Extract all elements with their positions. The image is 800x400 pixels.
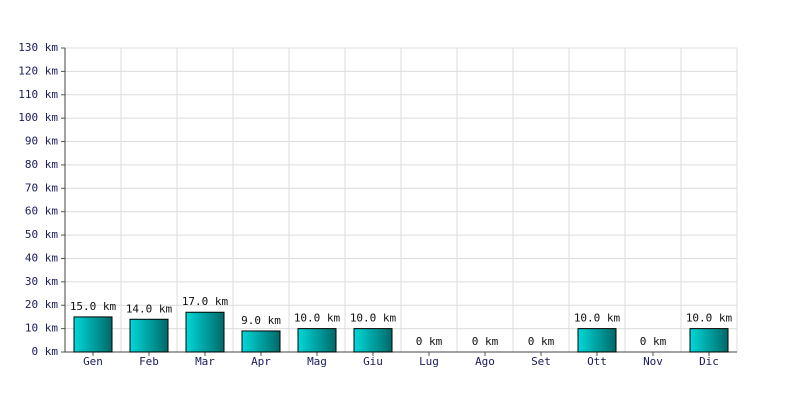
value-label: 9.0 km bbox=[241, 314, 281, 327]
value-label: 10.0 km bbox=[294, 312, 341, 325]
value-label: 0 km bbox=[472, 335, 499, 348]
value-label: 14.0 km bbox=[126, 302, 173, 315]
y-tick-label: 20 km bbox=[25, 298, 58, 311]
bar bbox=[241, 330, 281, 353]
y-tick-label: 50 km bbox=[25, 228, 58, 241]
x-tick-label: Set bbox=[531, 355, 551, 368]
value-label: 15.0 km bbox=[70, 300, 117, 313]
y-tick-label: 80 km bbox=[25, 158, 58, 171]
x-tick-label: Dic bbox=[699, 355, 719, 368]
value-label: 0 km bbox=[416, 335, 443, 348]
bar bbox=[129, 318, 169, 353]
bar bbox=[73, 316, 113, 353]
y-tick-label: 100 km bbox=[18, 111, 58, 124]
y-tick-label: 70 km bbox=[25, 181, 58, 194]
x-tick-label: Apr bbox=[251, 355, 271, 368]
y-tick-label: 90 km bbox=[25, 135, 58, 148]
value-label: 0 km bbox=[640, 335, 667, 348]
bar bbox=[185, 311, 225, 353]
x-tick-label: Ago bbox=[475, 355, 495, 368]
x-tick-label: Lug bbox=[419, 355, 439, 368]
x-tick-label: Giu bbox=[363, 355, 383, 368]
value-label: 0 km bbox=[528, 335, 555, 348]
bar bbox=[577, 328, 617, 353]
y-tick-label: 120 km bbox=[18, 64, 58, 77]
value-label: 17.0 km bbox=[182, 295, 229, 308]
x-tick-label: Gen bbox=[83, 355, 103, 368]
bar bbox=[689, 328, 729, 353]
y-tick-label: 60 km bbox=[25, 205, 58, 218]
x-tick-label: Mag bbox=[307, 355, 327, 368]
x-tick-label: Nov bbox=[643, 355, 663, 368]
y-tick-label: 130 km bbox=[18, 41, 58, 54]
y-tick-label: 10 km bbox=[25, 322, 58, 335]
bar bbox=[297, 328, 337, 353]
y-tick-label: 110 km bbox=[18, 88, 58, 101]
y-tick-label: 40 km bbox=[25, 251, 58, 264]
x-tick-label: Mar bbox=[195, 355, 215, 368]
y-tick-label: 0 km bbox=[32, 345, 59, 358]
x-tick-label: Feb bbox=[139, 355, 159, 368]
value-label: 10.0 km bbox=[350, 312, 397, 325]
value-label: 10.0 km bbox=[686, 312, 733, 325]
x-tick-label: Ott bbox=[587, 355, 607, 368]
value-label: 10.0 km bbox=[574, 312, 621, 325]
y-tick-label: 30 km bbox=[25, 275, 58, 288]
bar bbox=[353, 328, 393, 353]
